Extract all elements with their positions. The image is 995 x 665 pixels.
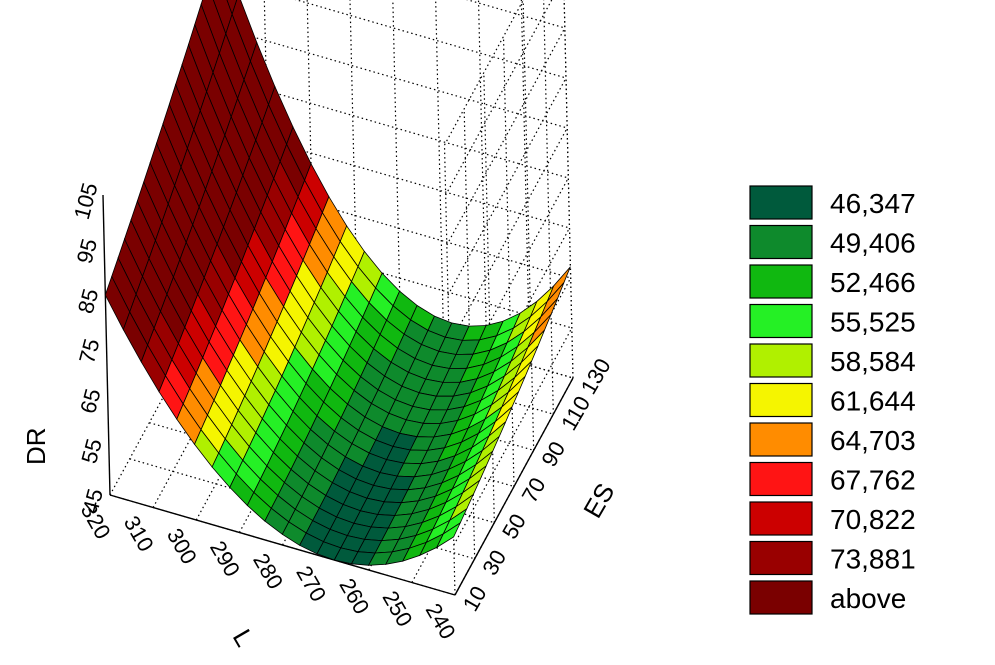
legend-swatch — [749, 540, 813, 576]
grid-line — [447, 77, 567, 296]
x-tick-label: 260 — [334, 574, 374, 618]
grid-line — [152, 290, 272, 508]
grid-line — [446, 27, 566, 246]
grid-line — [563, 0, 574, 379]
legend-swatch — [749, 580, 813, 615]
grid-line — [349, 0, 358, 316]
grid-line — [221, 27, 568, 129]
z-axis-title: DR — [21, 427, 51, 465]
x-tick-label: 270 — [291, 562, 331, 606]
legend-swatch — [749, 461, 813, 497]
legend-label: 64,703 — [830, 425, 916, 456]
z-tick-label: 105 — [69, 180, 103, 222]
y-tick-label: 10 — [458, 582, 492, 616]
x-tick-label: 300 — [162, 524, 202, 568]
grid-line — [483, 72, 495, 523]
y-tick-label: 90 — [536, 437, 570, 471]
z-tick-label: 55 — [76, 436, 106, 466]
legend-label: above — [830, 583, 906, 614]
grid-line — [435, 0, 445, 341]
z-tick-label: 85 — [73, 286, 103, 316]
x-tick-label: 310 — [119, 512, 159, 556]
legend-swatch — [749, 303, 813, 339]
legend-label: 73,881 — [830, 544, 916, 575]
legend-label: 67,762 — [830, 465, 916, 496]
grid-line — [306, 0, 315, 304]
legend-label: 61,644 — [830, 386, 916, 417]
grid-line — [563, 0, 574, 379]
y-tick-label: 130 — [576, 354, 616, 398]
y-tick-label: 30 — [477, 546, 511, 580]
x-tick-label: 240 — [421, 599, 461, 643]
legend-swatch — [749, 264, 813, 299]
legend-label: 58,584 — [830, 346, 916, 377]
grid-line — [477, 0, 488, 354]
legend: 46,347 49,406 52,466 55,525 58,584 61,644 64,7… — [749, 185, 916, 615]
x-tick-label: 290 — [205, 537, 245, 581]
z-tick-label: 95 — [72, 236, 102, 266]
legend-swatch — [749, 185, 813, 220]
grid-line — [543, 0, 554, 415]
surface-patch — [226, 0, 238, 16]
z-axis-line — [102, 194, 111, 496]
x-axis-line — [109, 494, 456, 596]
z-tick-label: 65 — [75, 386, 105, 416]
legend-swatch — [749, 501, 813, 536]
legend-label: 70,822 — [830, 504, 916, 535]
legend-label: 52,466 — [830, 267, 916, 298]
z-tick-label: 75 — [74, 336, 104, 366]
legend-swatch — [749, 422, 813, 457]
grid-line — [522, 0, 535, 451]
legend-swatch — [749, 382, 813, 418]
legend-label: 46,347 — [830, 188, 916, 219]
y-axis-title: ES — [577, 478, 620, 523]
grid-line — [445, 0, 553, 196]
grid-line — [129, 458, 475, 560]
x-tick-label: 280 — [248, 549, 288, 593]
grid-line — [520, 0, 531, 366]
legend-label: 55,525 — [830, 307, 916, 338]
legend-label: 49,406 — [830, 228, 916, 259]
legend-swatch — [749, 224, 813, 260]
grid-line — [448, 127, 568, 346]
y-tick-label: 70 — [517, 473, 551, 507]
grid-line — [223, 77, 569, 179]
grid-line — [502, 36, 515, 487]
grid-line — [392, 0, 402, 329]
x-tick-label: 250 — [378, 587, 418, 631]
surface-patch — [435, 521, 462, 549]
legend-swatch — [749, 343, 813, 378]
grid-line — [466, 0, 566, 29]
x-axis-title: L — [227, 624, 260, 652]
y-tick-label: 50 — [497, 509, 531, 543]
y-axis-line — [454, 377, 574, 596]
grid-line — [195, 302, 315, 521]
surface — [104, 0, 571, 566]
